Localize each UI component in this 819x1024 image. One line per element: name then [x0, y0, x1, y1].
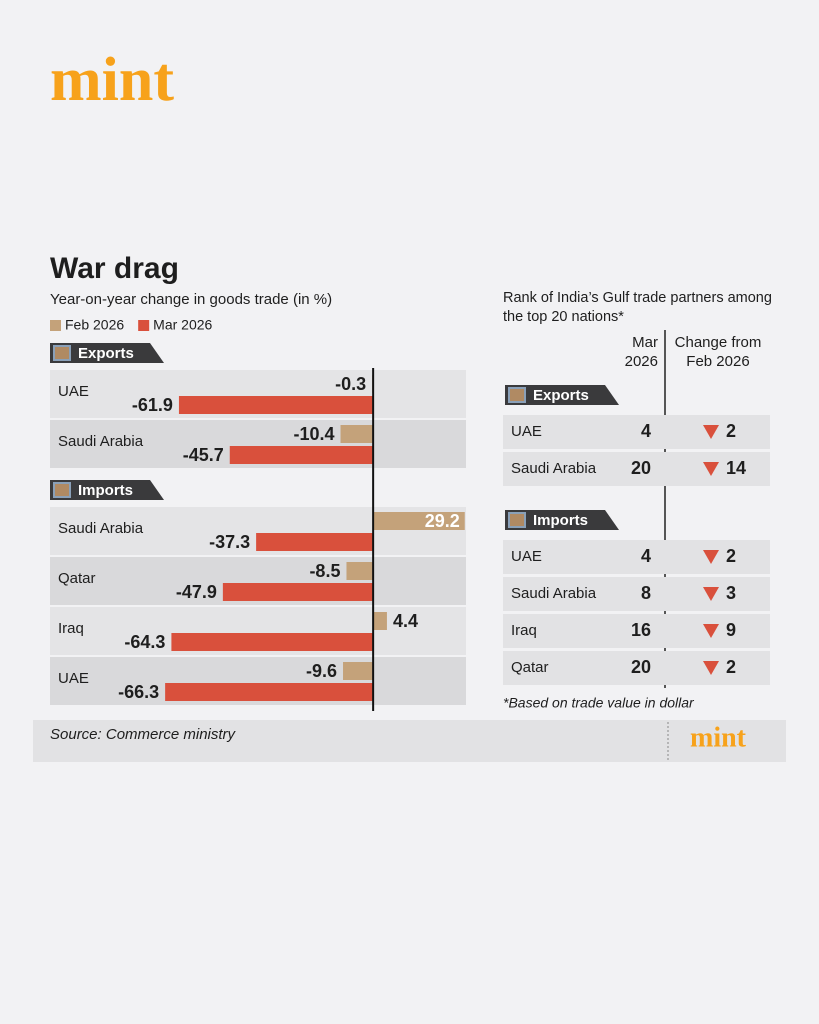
- rank-change: 14: [726, 458, 746, 478]
- row-name: Iraq: [511, 622, 537, 639]
- rank-change: 3: [726, 583, 736, 603]
- down-arrow: [703, 425, 719, 439]
- category-label: Saudi Arabia: [58, 433, 144, 450]
- bar: [343, 662, 374, 680]
- chart-subtitle: Year-on-year change in goods trade (in %…: [50, 291, 332, 308]
- value-label: 4.4: [393, 611, 418, 631]
- value-label: -45.7: [183, 445, 224, 465]
- rank: 8: [641, 583, 651, 603]
- category-label: UAE: [58, 670, 89, 687]
- bar: [340, 425, 374, 443]
- value-label: -66.3: [118, 682, 159, 702]
- value-label: -64.3: [124, 632, 165, 652]
- value-label: -10.4: [293, 424, 334, 444]
- value-label: 29.2: [425, 511, 460, 531]
- rank-change: 2: [726, 657, 736, 677]
- section-tag: [505, 510, 619, 530]
- row-name: UAE: [511, 548, 542, 565]
- logo: mint: [50, 46, 174, 114]
- down-arrow: [703, 462, 719, 476]
- footer-logo: mint: [690, 722, 747, 753]
- table-row: [503, 415, 770, 449]
- column-header: Mar 2026: [624, 334, 658, 370]
- rank-change: 2: [726, 421, 736, 441]
- bar: [373, 512, 465, 530]
- rank-change: 2: [726, 546, 736, 566]
- bar: [178, 396, 374, 414]
- section-icon: [53, 345, 71, 361]
- down-arrow: [703, 624, 719, 638]
- table-title: Rank of India’s Gulf trade partners amon…: [503, 290, 772, 325]
- row-name: Qatar: [511, 659, 549, 676]
- bar: [256, 533, 374, 551]
- legend-swatch: [50, 320, 61, 331]
- value-label: -9.6: [306, 661, 337, 681]
- bar: [171, 633, 374, 651]
- legend-label: Mar 2026: [153, 317, 212, 333]
- value-label: -37.3: [209, 532, 250, 552]
- table-row: [503, 651, 770, 685]
- footer-band: [33, 720, 786, 762]
- bar: [222, 583, 374, 601]
- rank: 20: [631, 458, 651, 478]
- section-label: Exports: [533, 387, 589, 404]
- section-label: Exports: [78, 345, 134, 362]
- legend-label: Feb 2026: [65, 317, 124, 333]
- column-header: Change from Feb 2026: [674, 334, 762, 370]
- rank: 16: [631, 620, 651, 640]
- section-tag: [505, 385, 619, 405]
- section-tag: [50, 480, 164, 500]
- row-name: Saudi Arabia: [511, 585, 597, 602]
- rank: 20: [631, 657, 651, 677]
- down-arrow: [703, 587, 719, 601]
- table-row: [503, 577, 770, 611]
- bar: [346, 562, 374, 580]
- bar: [373, 612, 387, 630]
- section-label: Imports: [533, 512, 588, 529]
- row-name: Saudi Arabia: [511, 460, 597, 477]
- source: Source: Commerce ministry: [50, 726, 237, 743]
- section-tag: [50, 343, 164, 363]
- bar: [229, 446, 374, 464]
- section-icon: [53, 482, 71, 498]
- section-label: Imports: [78, 482, 133, 499]
- category-label: UAE: [58, 383, 89, 400]
- rank-change: 9: [726, 620, 736, 640]
- row-name: UAE: [511, 423, 542, 440]
- value-label: -61.9: [132, 395, 173, 415]
- category-label: Qatar: [58, 570, 96, 587]
- value-label: -0.3: [335, 374, 366, 394]
- category-label: Saudi Arabia: [58, 520, 144, 537]
- legend-swatch: [138, 320, 150, 331]
- table-row: [503, 614, 770, 648]
- table-row: [503, 540, 770, 574]
- category-label: Iraq: [58, 620, 84, 637]
- chart-title: War drag: [50, 252, 179, 285]
- value-label: -8.5: [309, 561, 340, 581]
- rank: 4: [641, 546, 651, 566]
- section-icon: [508, 512, 526, 528]
- bar: [165, 683, 374, 701]
- down-arrow: [703, 550, 719, 564]
- section-icon: [508, 387, 526, 403]
- value-label: -47.9: [176, 582, 217, 602]
- table-row: [503, 452, 770, 486]
- rank: 4: [641, 421, 651, 441]
- down-arrow: [703, 661, 719, 675]
- footnote: *Based on trade value in dollar: [503, 695, 695, 711]
